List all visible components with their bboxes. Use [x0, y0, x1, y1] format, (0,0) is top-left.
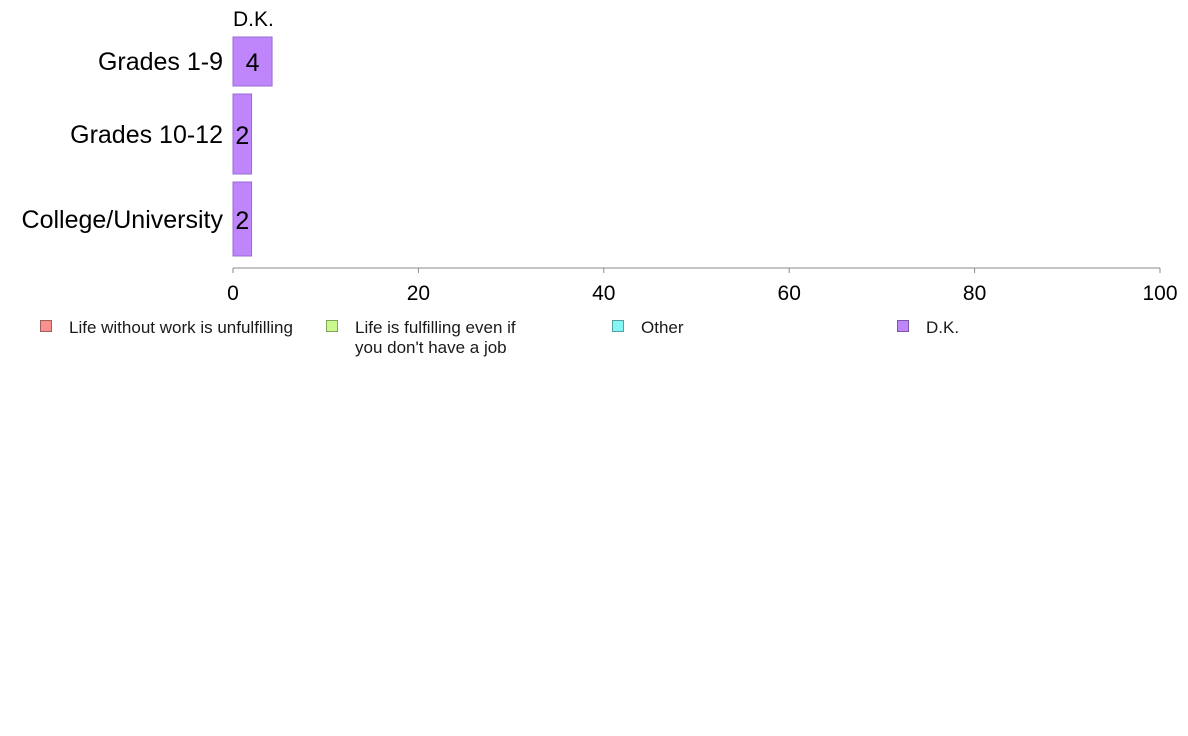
legend-item-other: Other	[612, 318, 684, 338]
category-label: College/University	[22, 206, 224, 234]
bar	[232, 36, 273, 87]
legend-label: Other	[641, 318, 684, 337]
data-label: 2	[235, 207, 249, 235]
x-tick-label: 80	[963, 282, 986, 305]
x-tick-label: 20	[407, 282, 430, 305]
x-tick-label: 60	[778, 282, 801, 305]
bar-chart: D.K. Grades 1-9 Grades 10-12 College/Unive…	[22, 8, 1178, 305]
x-tick-label: 40	[592, 282, 615, 305]
legend-item-dk: D.K.	[897, 318, 959, 338]
category-label: Grades 10-12	[70, 121, 223, 149]
x-tick-label: 0	[227, 282, 239, 305]
legend-item-life-without-work: Life without work is unfulfilling	[40, 318, 293, 338]
legend-label: Life is fulfilling even if you don't hav…	[355, 318, 516, 357]
data-label: 4	[246, 49, 260, 77]
legend-label: Life without work is unfulfilling	[69, 318, 293, 337]
x-tick-label: 100	[1142, 282, 1177, 305]
legend-swatch	[40, 320, 52, 332]
legend-swatch	[612, 320, 624, 332]
legend: Life without work is unfulfilling Life i…	[0, 318, 1188, 368]
data-label: 2	[235, 122, 249, 150]
legend-item-life-fulfilling: Life is fulfilling even if you don't hav…	[326, 318, 516, 358]
legend-swatch	[897, 320, 909, 332]
category-label: Grades 1-9	[98, 48, 223, 76]
bar	[232, 93, 253, 175]
x-axis: 0 20 40 60 80 100	[227, 267, 1178, 305]
legend-swatch	[326, 320, 338, 332]
panel-title: D.K.	[233, 8, 274, 31]
legend-label: D.K.	[926, 318, 960, 337]
bar	[232, 181, 253, 257]
